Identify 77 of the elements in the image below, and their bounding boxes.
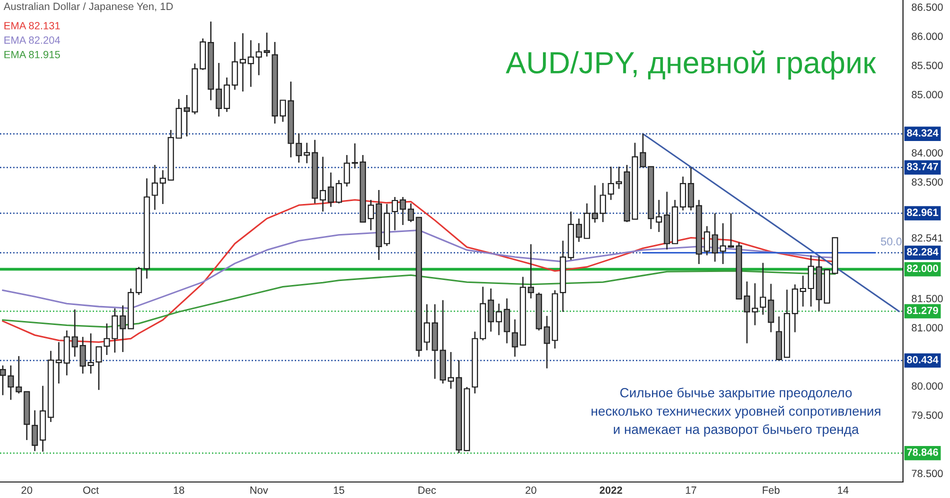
x-tick-label: Nov	[250, 486, 268, 494]
text: EMA 81.915	[4, 50, 60, 58]
y-tick-label: 86.500	[912, 3, 943, 11]
ref-line-label: 82.961	[906, 208, 938, 216]
y-tick-label: 81.000	[912, 324, 943, 332]
candlestick	[728, 212, 734, 248]
candlestick	[328, 172, 334, 208]
candlestick	[344, 154, 350, 188]
x-tick-label: 17	[686, 486, 696, 494]
candlestick	[400, 196, 406, 226]
candlestick	[304, 142, 310, 164]
ref-line-label: 80.434	[906, 356, 938, 364]
candlestick	[528, 244, 534, 300]
candlestick	[656, 199, 662, 233]
annotation: Australian Dollar / Japanese Yen, 1D	[4, 2, 173, 12]
candlestick	[680, 176, 686, 212]
x-tick-label: Oct	[83, 486, 99, 494]
candlestick	[504, 298, 510, 344]
ref-line-label: 83.747	[906, 162, 938, 170]
candlestick	[320, 156, 326, 212]
y-tick-label: 85.000	[912, 90, 943, 98]
y-tick-label: 84.000	[912, 149, 943, 157]
annotation: 50.0	[880, 238, 902, 246]
ref-line-label: 82.000	[906, 264, 938, 272]
y-tick-label: 82.541	[912, 234, 943, 242]
y-tick-label: 80.000	[912, 382, 943, 390]
candlestick	[368, 199, 374, 231]
candlestick	[744, 280, 750, 344]
text: EMA 82.204	[4, 36, 60, 44]
candlestick	[336, 179, 342, 204]
y-tick-label: 86.000	[912, 32, 943, 40]
candlestick	[640, 133, 646, 168]
x-tick-label: 18	[174, 486, 184, 494]
annotation: Сильное бычье закрытие преодолело несколько технических уровней сопротивления и намекает на разворот бычьего тренда	[592, 388, 880, 437]
y-tick-label: 85.500	[912, 62, 943, 70]
x-tick-label: 14	[838, 486, 848, 494]
candlestick	[800, 275, 806, 308]
y-tick-label: 78.500	[912, 470, 943, 478]
candlestick	[496, 303, 502, 336]
candlestick	[544, 315, 550, 369]
y-tick-label: 79.500	[912, 411, 943, 419]
candlestick	[704, 226, 710, 256]
ref-line-label: 81.279	[906, 306, 938, 314]
candlestick	[768, 283, 774, 333]
candlestick	[576, 218, 582, 242]
x-tick-label: Feb	[762, 486, 780, 494]
y-tick-label: 83.500	[912, 178, 943, 186]
candlestick	[424, 304, 430, 351]
text: EMA 82.131	[4, 22, 60, 30]
candlestick	[616, 166, 622, 190]
x-tick-label: 15	[334, 486, 344, 494]
candlestick	[352, 142, 358, 170]
candlestick	[752, 282, 758, 326]
ref-line-label: 84.324	[906, 129, 938, 137]
x-tick-label: 20	[526, 486, 536, 494]
candlestick	[608, 166, 614, 201]
candlestick	[712, 212, 718, 262]
y-tick-label: 81.500	[912, 294, 943, 302]
candlestick	[392, 196, 398, 231]
candlestick	[592, 184, 598, 224]
x-tick-label: 2022	[600, 486, 622, 494]
text: AUD/JPY, дневной график	[506, 50, 876, 80]
ref-line-label: 78.846	[907, 448, 938, 456]
candlestick	[600, 182, 606, 223]
line-series	[2, 270, 836, 328]
candlestick	[488, 288, 494, 332]
candlestick	[512, 318, 518, 358]
candlestick	[688, 166, 694, 212]
x-tick-label: Dec	[418, 486, 436, 494]
candlestick	[720, 222, 726, 265]
x-tick-label: 20	[22, 486, 32, 494]
candlestick	[448, 351, 454, 390]
candlestick	[408, 202, 414, 223]
candlestick	[808, 254, 814, 308]
ref-line-label: 82.284	[906, 248, 938, 256]
candlestick	[760, 262, 766, 316]
candlestick	[296, 132, 302, 164]
